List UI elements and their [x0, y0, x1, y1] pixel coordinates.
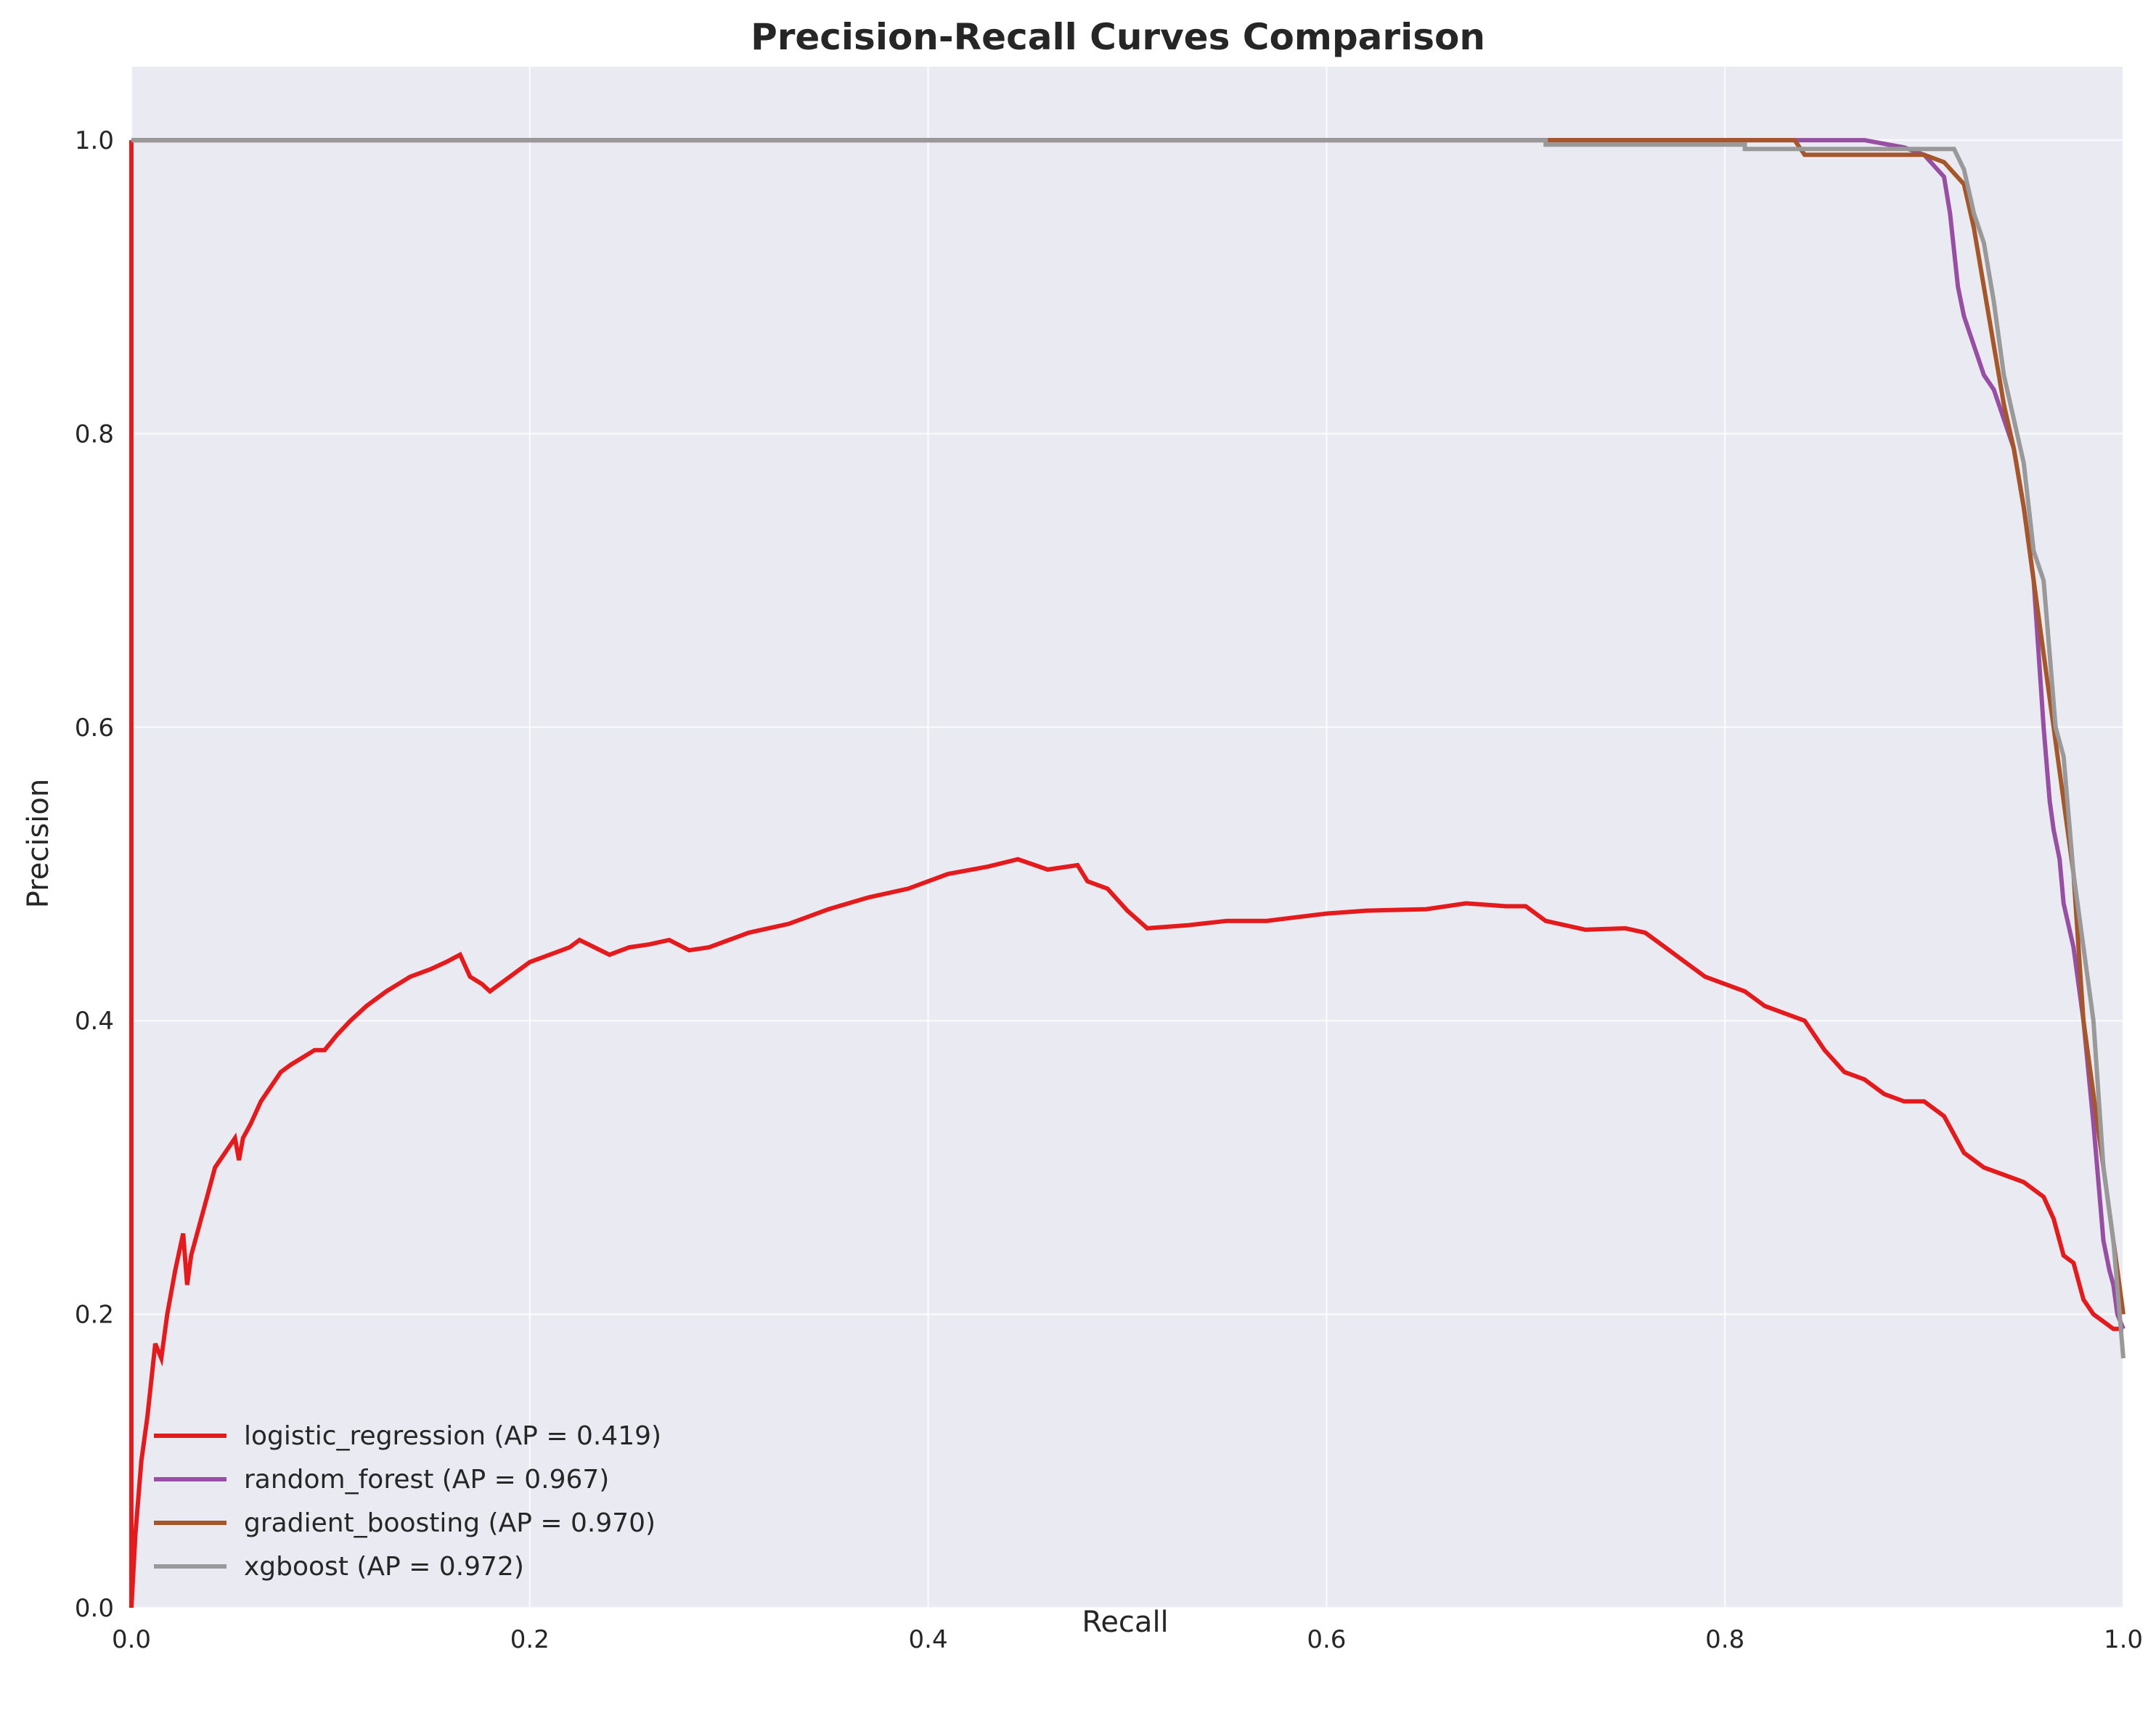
series-layer: [129, 138, 2126, 1608]
y-tick-label: 0.2: [75, 1301, 114, 1330]
series-line-xgboost: [131, 138, 2126, 1359]
x-tick-label: 0.4: [909, 1625, 948, 1654]
y-tick-label: 1.0: [75, 126, 114, 155]
legend-label-gradient-boosting: gradient_boosting (AP = 0.970): [244, 1508, 656, 1538]
series-line-gradient-boosting: [131, 138, 2126, 1315]
chart-title: Precision-Recall Curves Comparison: [751, 16, 1485, 58]
x-tick-label: 0.2: [510, 1625, 550, 1654]
y-tick-label: 0.0: [75, 1594, 114, 1623]
legend: logistic_regression (AP = 0.419) random_f…: [154, 1421, 661, 1582]
y-tick-labels: 0.0 0.2 0.4 0.6 0.8 1.0: [75, 126, 114, 1623]
series-line-logistic-regression: [129, 140, 2123, 1608]
legend-label-random-forest: random_forest (AP = 0.967): [244, 1465, 609, 1495]
x-tick-label: 0.6: [1307, 1625, 1346, 1654]
plot-area: [131, 67, 2123, 1608]
y-axis-label: Precision: [22, 779, 55, 908]
legend-label-xgboost: xgboost (AP = 0.972): [244, 1552, 524, 1582]
x-tick-label: 0.0: [112, 1625, 151, 1654]
x-axis-label: Recall: [1082, 1606, 1168, 1639]
x-tick-label: 0.8: [1705, 1625, 1744, 1654]
x-tick-labels: 0.0 0.2 0.4 0.6 0.8 1.0: [112, 1625, 2143, 1654]
y-tick-label: 0.4: [75, 1007, 114, 1036]
x-tick-label: 1.0: [2104, 1625, 2143, 1654]
y-tick-label: 0.6: [75, 714, 114, 743]
legend-label-logistic-regression: logistic_regression (AP = 0.419): [244, 1421, 661, 1451]
y-tick-label: 0.8: [75, 420, 114, 449]
